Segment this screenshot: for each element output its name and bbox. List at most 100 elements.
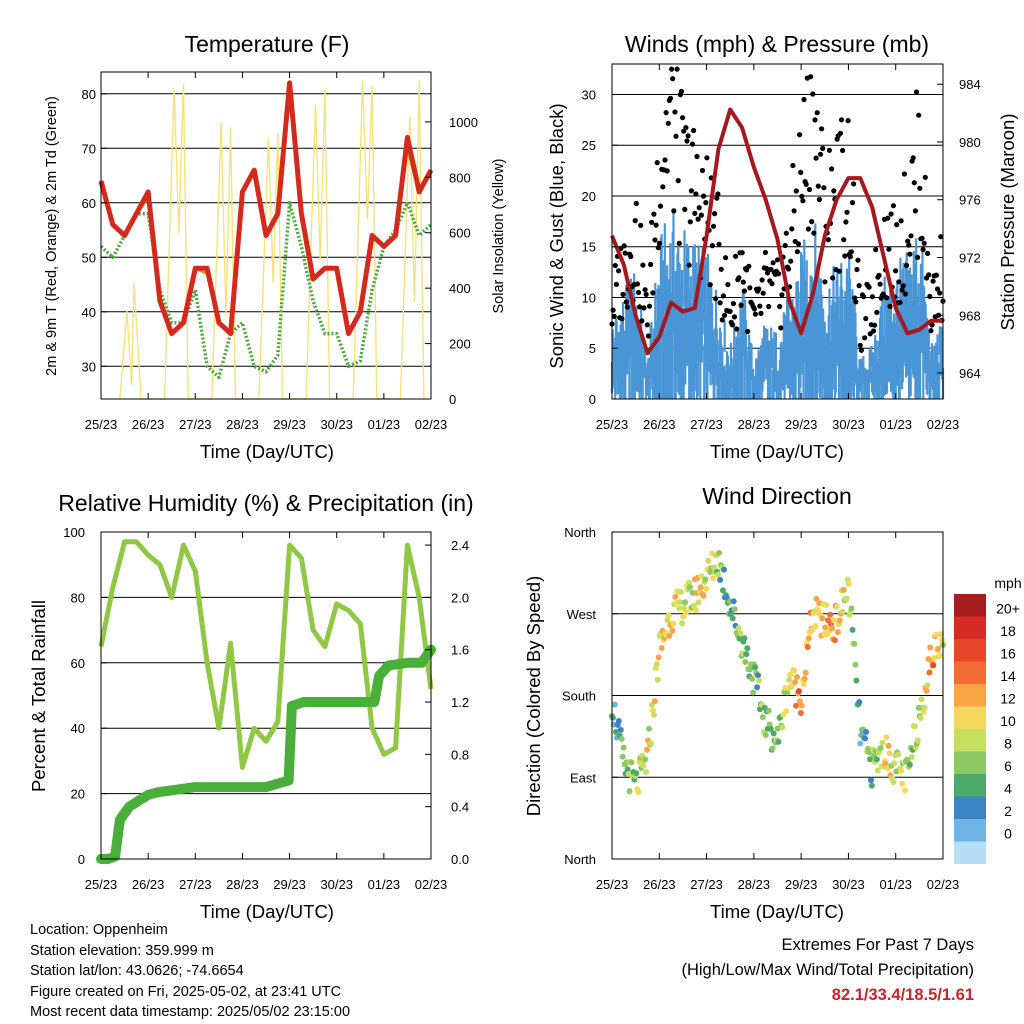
- direction-point: [885, 742, 892, 749]
- gust-point: [928, 328, 934, 334]
- direction-point: [754, 684, 761, 691]
- direction-point: [655, 654, 662, 661]
- pressure-ytick-label: 976: [959, 193, 981, 208]
- gust-point: [873, 247, 879, 253]
- gust-point: [829, 166, 835, 172]
- gust-point: [799, 193, 805, 199]
- direction-point: [831, 617, 837, 624]
- gust-point: [819, 126, 825, 132]
- gust-point: [805, 226, 812, 232]
- direction-xtick-label: 01/23: [879, 877, 912, 892]
- gust-point: [884, 295, 890, 301]
- direction-point: [610, 714, 616, 721]
- direction-point: [653, 661, 660, 667]
- gust-point: [639, 318, 645, 324]
- gust-point: [816, 196, 823, 203]
- direction-point: [868, 782, 875, 789]
- direction-point: [857, 740, 864, 747]
- legend-label: 2: [1004, 803, 1012, 819]
- wind-gust-series: [609, 66, 946, 399]
- direction-point: [927, 644, 934, 651]
- gust-point: [808, 74, 814, 80]
- humidity-ytick-label: 60: [71, 656, 85, 671]
- direction-point: [717, 576, 724, 583]
- wind-plot-frame: [611, 63, 944, 400]
- gust-point: [901, 171, 908, 177]
- wind-ylabel-left: Sonic Wind & Gust (Blue, Black): [546, 103, 567, 368]
- wind-ticks: 0 5 10 15 20 25 30 964 968 972 976 980 984 25/23 26/23…: [582, 64, 981, 432]
- gust-point: [621, 243, 627, 249]
- gust-point: [794, 249, 801, 255]
- latlon-text: Station lat/lon: 43.0626; -74.6654: [30, 963, 244, 979]
- direction-point: [770, 730, 777, 737]
- direction-ytick-label: West: [567, 607, 597, 622]
- gust-point: [783, 230, 789, 236]
- solar-ytick-label: 1000: [449, 115, 478, 130]
- wind-xtick-label: 02/23: [927, 417, 960, 432]
- gust-point: [921, 240, 927, 246]
- direction-point: [618, 735, 625, 742]
- direction-point: [711, 564, 718, 571]
- legend-label: 10: [1000, 713, 1016, 729]
- direction-point: [767, 725, 774, 732]
- precip-ytick-label: 0.4: [451, 800, 469, 815]
- direction-point: [804, 644, 811, 650]
- gust-point: [778, 325, 784, 331]
- direction-point: [624, 766, 631, 773]
- gust-point: [782, 242, 788, 249]
- direction-point: [715, 571, 722, 578]
- gust-point: [736, 275, 742, 281]
- gust-point: [776, 271, 782, 277]
- direction-point: [877, 745, 884, 751]
- gust-point: [831, 188, 837, 194]
- wind-ytick-label: 30: [582, 87, 596, 102]
- direction-point: [686, 584, 693, 591]
- humidity-xtick-label: 01/23: [368, 877, 401, 892]
- legend-swatch: [954, 706, 986, 729]
- gust-point: [793, 188, 799, 194]
- direction-point: [749, 675, 756, 682]
- gust-point: [720, 293, 727, 299]
- direction-point: [642, 756, 649, 763]
- gust-point: [842, 253, 848, 259]
- direction-point: [643, 769, 650, 776]
- gust-point: [904, 262, 910, 269]
- humidity-ytick-label: 0: [78, 852, 85, 867]
- wind-ytick-label: 25: [582, 138, 596, 153]
- direction-point: [845, 580, 852, 587]
- gust-point: [745, 328, 751, 335]
- gust-point: [927, 293, 933, 299]
- gust-point: [747, 285, 753, 291]
- gust-point: [680, 115, 686, 121]
- solar-ytick-label: 200: [449, 337, 471, 352]
- legend-swatch: [954, 751, 986, 774]
- gust-point: [687, 219, 693, 225]
- pressure-ytick-label: 980: [959, 135, 981, 150]
- gust-point: [886, 246, 892, 252]
- direction-point: [615, 718, 622, 724]
- gust-point: [898, 218, 904, 224]
- humidity-xtick-label: 28/23: [226, 877, 259, 892]
- gust-point: [801, 96, 807, 103]
- gust-point: [758, 310, 764, 316]
- direction-point: [730, 598, 737, 605]
- gust-point: [622, 250, 628, 256]
- gust-point: [709, 243, 716, 249]
- temperature-xlabel: Time (Day/UTC): [200, 441, 334, 462]
- direction-point: [755, 672, 761, 679]
- temperature-xtick-label: 29/23: [273, 417, 306, 432]
- direction-point: [759, 714, 766, 721]
- gust-point: [768, 266, 774, 272]
- gust-point: [620, 291, 626, 297]
- gust-point: [695, 216, 701, 222]
- gust-point: [673, 133, 679, 139]
- direction-point: [697, 584, 704, 591]
- direction-ytick-label: East: [570, 770, 596, 785]
- gust-point: [678, 88, 685, 94]
- legend-swatch: [954, 796, 986, 819]
- temperature-ytick-label: 30: [82, 359, 96, 374]
- gust-point: [612, 262, 618, 269]
- gust-point: [713, 296, 719, 302]
- temperature-xtick-label: 26/23: [132, 417, 165, 432]
- gust-point: [841, 237, 847, 243]
